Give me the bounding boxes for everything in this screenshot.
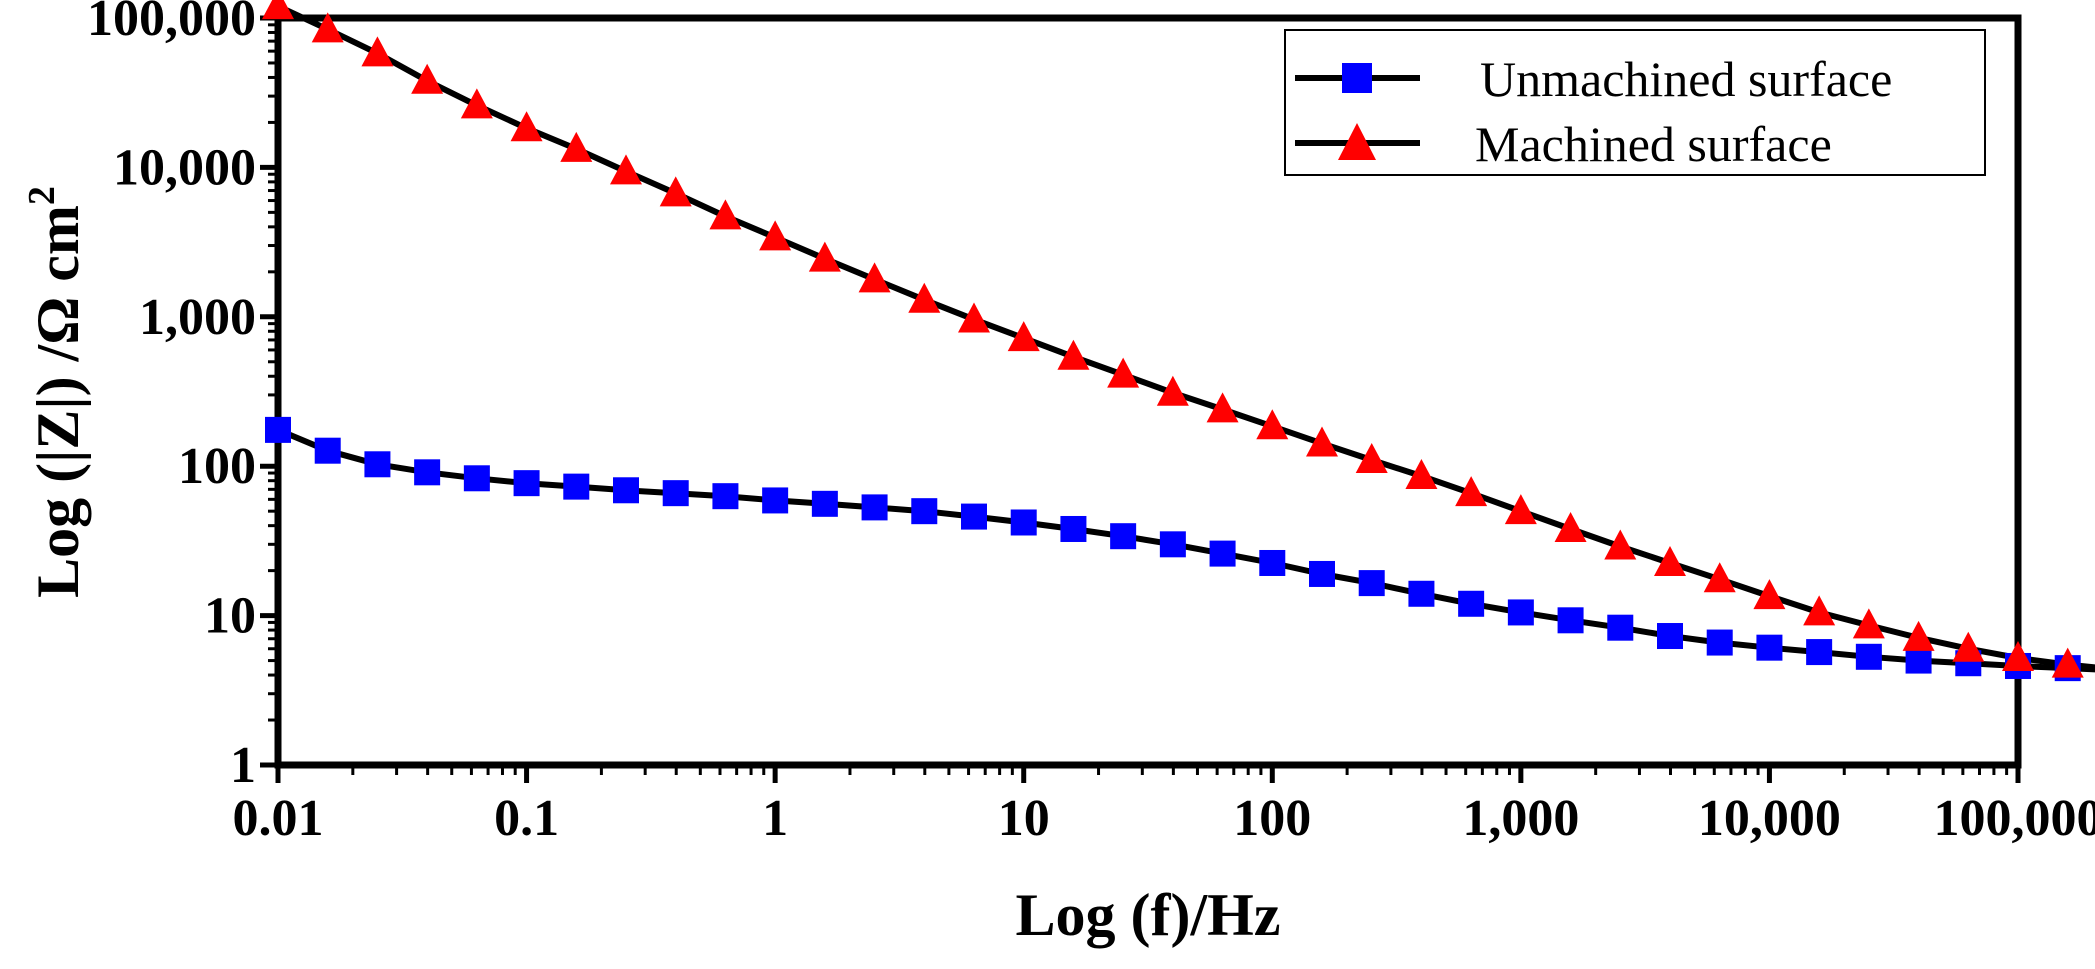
x-tick-label: 10 <box>998 790 1050 847</box>
x-tick-label: 1 <box>762 790 788 847</box>
y-axis-title-superscript: 2 <box>21 186 63 205</box>
data-point-unmachined <box>1557 607 1584 634</box>
data-point-machined <box>1405 458 1438 489</box>
y-tick-label: 100 <box>178 438 256 495</box>
data-point-unmachined <box>1855 643 1882 670</box>
legend: Unmachined surface Machined surface <box>1284 29 1986 176</box>
data-point-unmachined <box>811 490 838 517</box>
y-axis-title: Log (|Z|) /Ω cm2 <box>21 186 91 598</box>
data-point-machined <box>1306 426 1338 457</box>
data-point-machined <box>1206 392 1239 423</box>
x-tick-label: 1,000 <box>1462 790 1579 847</box>
data-point-unmachined <box>1657 623 1683 650</box>
data-point-machined <box>1156 375 1189 406</box>
data-point-machined <box>1057 339 1090 370</box>
data-point-machined <box>1107 357 1140 388</box>
data-point-unmachined <box>265 416 291 443</box>
legend-marker-unmachined <box>1342 63 1372 93</box>
data-point-machined <box>1355 443 1388 474</box>
x-tick-label: 0.01 <box>233 790 324 847</box>
data-point-unmachined <box>961 503 987 530</box>
data-point-machined <box>262 0 294 20</box>
data-point-unmachined <box>1309 560 1335 587</box>
data-point-unmachined <box>1010 509 1037 536</box>
data-point-machined <box>2002 641 2034 672</box>
data-point-unmachined <box>1458 590 1485 617</box>
data-point-machined <box>1504 494 1537 525</box>
x-axis-title: Log (f)/Hz <box>1016 882 1281 948</box>
data-point-machined <box>858 262 891 293</box>
data-point-machined <box>759 220 792 251</box>
data-point-unmachined <box>861 494 888 521</box>
data-point-machined <box>958 302 990 333</box>
data-point-machined <box>361 36 394 67</box>
data-point-unmachined <box>563 473 590 500</box>
data-point-unmachined <box>1507 599 1534 626</box>
data-point-machined <box>1852 608 1885 639</box>
data-point-machined <box>560 131 593 162</box>
data-point-machined <box>659 176 692 207</box>
data-point-unmachined <box>613 477 639 504</box>
data-point-unmachined <box>314 437 341 464</box>
x-tick-label: 10,000 <box>1698 790 1841 847</box>
data-point-unmachined <box>364 451 391 478</box>
data-point-machined <box>1554 511 1587 542</box>
data-point-machined <box>1007 321 1040 352</box>
data-point-unmachined <box>1209 540 1236 567</box>
data-point-machined <box>1703 562 1736 593</box>
data-point-machined <box>460 88 493 119</box>
legend-label-machined: Machined surface <box>1475 116 1832 172</box>
y-tick-label: 10 <box>204 588 256 645</box>
data-point-machined <box>1952 631 1985 662</box>
data-point-machined <box>709 199 742 230</box>
data-point-machined <box>908 282 941 313</box>
data-point-unmachined <box>463 465 490 492</box>
y-tick-label: 100,000 <box>87 0 256 47</box>
data-point-machined <box>411 63 444 94</box>
legend-label-unmachined: Unmachined surface <box>1480 51 1892 107</box>
data-point-machined <box>311 12 344 43</box>
data-point-machined <box>1654 545 1686 576</box>
y-axis-title-main: Log (|Z|) /Ω cm <box>25 205 91 598</box>
data-point-machined <box>510 111 543 142</box>
data-point-machined <box>1803 595 1836 626</box>
data-point-unmachined <box>1905 647 1932 674</box>
data-point-machined <box>1753 579 1786 610</box>
legend-box <box>1284 29 1986 176</box>
data-point-unmachined <box>1060 515 1087 542</box>
data-point-unmachined <box>1159 531 1186 558</box>
x-tick-label: 100,000 <box>1934 790 2095 847</box>
x-tick-label: 0.1 <box>494 790 559 847</box>
data-point-machined <box>1902 620 1935 651</box>
data-point-unmachined <box>1110 523 1137 550</box>
y-tick-label: 1,000 <box>139 289 256 346</box>
y-tick-label: 10,000 <box>113 139 256 196</box>
data-point-machined <box>808 241 841 272</box>
data-point-unmachined <box>1408 580 1435 607</box>
data-point-unmachined <box>1706 629 1733 656</box>
data-point-unmachined <box>662 480 689 507</box>
data-point-machined <box>1455 476 1488 507</box>
data-point-unmachined <box>414 459 441 486</box>
x-tick-label: 100 <box>1233 790 1311 847</box>
data-point-unmachined <box>1358 570 1385 597</box>
legend-marker-machined <box>1338 123 1376 160</box>
y-tick-label: 1 <box>230 737 256 794</box>
data-point-unmachined <box>1259 549 1286 576</box>
data-point-unmachined <box>1756 634 1783 661</box>
data-point-machined <box>2051 647 2084 678</box>
data-point-machined <box>610 154 642 185</box>
data-point-unmachined <box>513 470 540 497</box>
data-point-unmachined <box>762 487 789 514</box>
data-point-machined <box>1604 529 1637 560</box>
data-point-unmachined <box>911 498 938 525</box>
plot-frame <box>274 14 2022 769</box>
data-point-unmachined <box>712 483 739 510</box>
data-point-unmachined <box>1607 614 1634 641</box>
data-point-machined <box>1256 409 1289 440</box>
data-point-unmachined <box>1806 639 1833 666</box>
